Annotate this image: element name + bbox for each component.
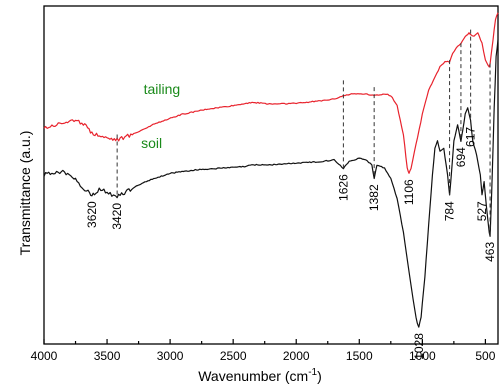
series-group xyxy=(43,12,499,328)
x-tick-label: 1500 xyxy=(346,349,373,363)
peak-label-1626: 1626 xyxy=(336,174,350,201)
peak-label-3420: 3420 xyxy=(110,203,124,230)
peak-label-463: 463 xyxy=(483,242,497,262)
x-tick-label: 3000 xyxy=(157,349,184,363)
peak-label-1382: 1382 xyxy=(367,184,381,211)
peak-label-527: 527 xyxy=(475,201,489,221)
x-axis-title-close: ) xyxy=(317,368,322,384)
series-labels: tailing soil xyxy=(141,81,180,151)
peak-label-694: 694 xyxy=(454,147,468,167)
x-tick-label: 2000 xyxy=(283,349,310,363)
x-tick-label: 2500 xyxy=(220,349,247,363)
peak-label-3620: 3620 xyxy=(85,201,99,228)
x-tick-label: 500 xyxy=(475,349,495,363)
series-label-soil: soil xyxy=(141,135,162,151)
x-tick-label: 3500 xyxy=(94,349,121,363)
peak-label-617: 617 xyxy=(464,127,478,147)
peak-label-784: 784 xyxy=(443,201,457,221)
x-tick-label: 1000 xyxy=(409,349,436,363)
x-tick-label: 4000 xyxy=(31,349,58,363)
series-line-soil xyxy=(43,39,499,328)
x-axis-title-main: Wavenumber (cm xyxy=(198,368,308,384)
peak-label-1028: 1028 xyxy=(412,333,426,360)
plot-border xyxy=(43,5,499,345)
x-axis-title-sup: -1 xyxy=(308,367,317,378)
peak-label-1106: 1106 xyxy=(402,179,416,205)
x-axis-title: Wavenumber (cm-1) xyxy=(198,367,322,384)
series-label-tailing: tailing xyxy=(144,81,181,97)
x-axis-ticks: 4000 3500 3000 2500 2000 1500 1000 500 xyxy=(31,339,496,363)
series-line-tailing xyxy=(43,12,499,174)
y-axis-title: Transmittance (a.u.) xyxy=(17,131,33,256)
plot-frame xyxy=(43,5,499,345)
